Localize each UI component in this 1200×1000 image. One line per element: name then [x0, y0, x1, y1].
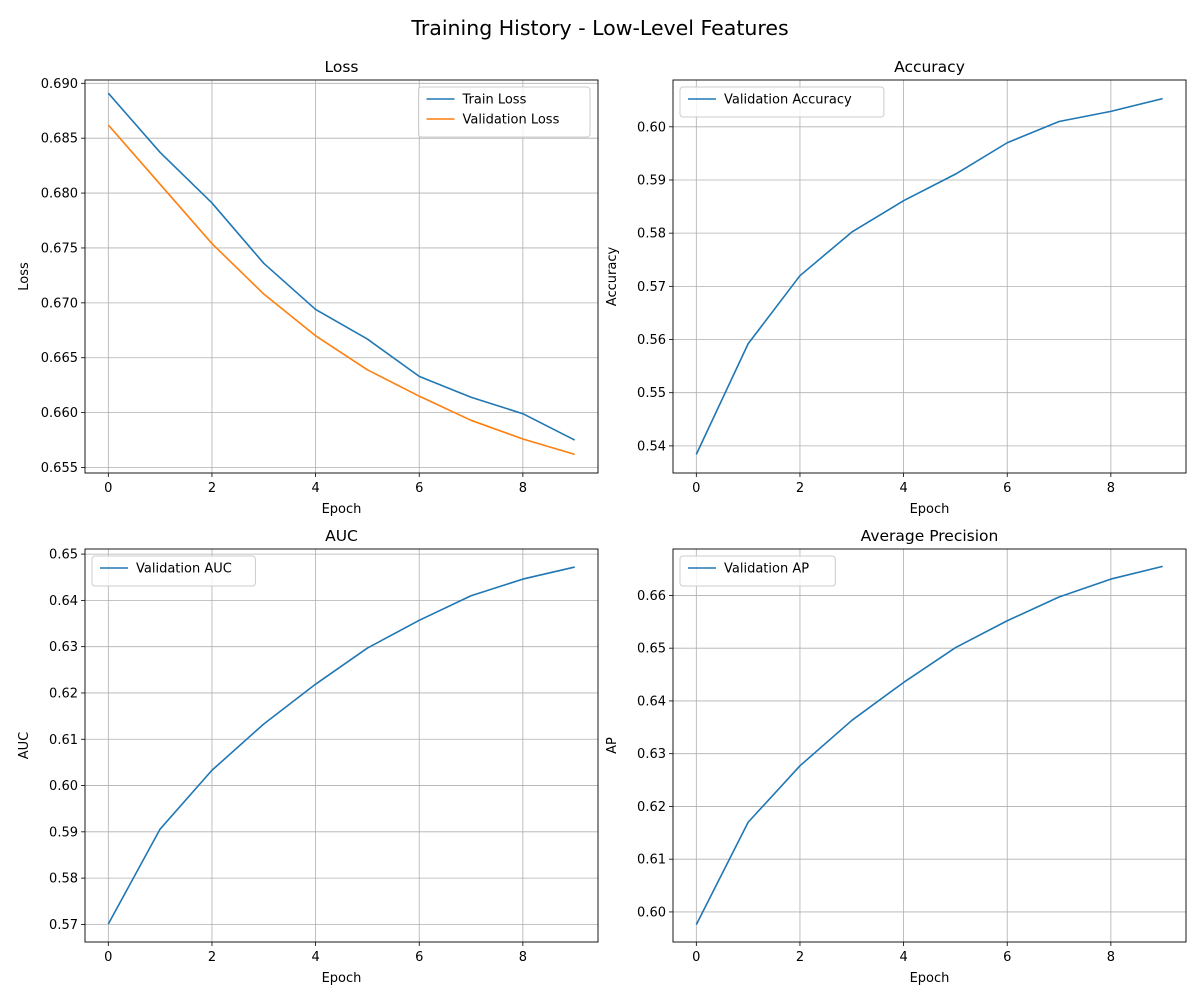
y-tick-label: 0.54 [637, 439, 666, 454]
chart-title: Accuracy [894, 58, 965, 76]
chart-title: Loss [325, 58, 359, 76]
y-tick-label: 0.65 [637, 642, 666, 657]
x-axis-label: Epoch [910, 502, 950, 517]
legend-label: Validation Accuracy [724, 93, 852, 108]
y-tick-label: 0.62 [49, 686, 78, 701]
x-tick-label: 8 [519, 950, 527, 965]
x-tick-label: 6 [415, 950, 423, 965]
series-line-0 [695, 565, 1163, 925]
x-axis-label: Epoch [910, 971, 950, 986]
y-tick-label: 0.670 [41, 296, 78, 311]
x-tick-label: 4 [311, 481, 319, 496]
y-tick-label: 0.60 [637, 905, 666, 920]
legend-box [91, 555, 256, 587]
y-tick-label: 0.60 [49, 779, 78, 794]
legend-box [679, 86, 885, 118]
y-tick-label: 0.63 [637, 747, 666, 762]
x-tick-label: 2 [208, 481, 216, 496]
x-axis-label: Epoch [322, 971, 362, 986]
x-tick-label: 0 [692, 950, 700, 965]
chart-title: Average Precision [861, 527, 999, 545]
y-tick-label: 0.55 [637, 386, 666, 401]
y-tick-label: 0.65 [49, 548, 78, 563]
y-tick-label: 0.62 [637, 800, 666, 815]
x-tick-label: 2 [796, 950, 804, 965]
x-tick-label: 8 [1107, 950, 1115, 965]
series-line-0 [107, 566, 575, 925]
series-line-0 [107, 92, 576, 441]
x-tick-label: 8 [519, 481, 527, 496]
y-tick-label: 0.685 [41, 132, 78, 147]
series-line-1 [107, 124, 575, 456]
y-tick-label: 0.680 [41, 187, 78, 202]
y-tick-label: 0.66 [637, 589, 666, 604]
axes-frame [84, 79, 599, 474]
y-tick-label: 0.59 [637, 173, 666, 188]
axes-frame [672, 548, 1187, 943]
y-tick-label: 0.58 [637, 227, 666, 242]
x-tick-label: 2 [208, 950, 216, 965]
axes-frame [84, 548, 599, 943]
x-tick-label: 4 [311, 950, 319, 965]
x-tick-label: 0 [104, 950, 112, 965]
y-tick-label: 0.57 [637, 280, 666, 295]
y-tick-label: 0.63 [49, 640, 78, 655]
x-tick-label: 6 [415, 481, 423, 496]
y-tick-label: 0.655 [41, 461, 78, 476]
y-tick-label: 0.675 [41, 241, 78, 256]
x-tick-label: 0 [692, 481, 700, 496]
y-tick-label: 0.61 [49, 733, 78, 748]
y-axis-label: Accuracy [605, 247, 620, 307]
legend-box [418, 86, 591, 138]
y-tick-label: 0.61 [637, 853, 666, 868]
x-axis-label: Epoch [322, 502, 362, 517]
series-line-0 [695, 97, 1163, 455]
y-tick-label: 0.56 [637, 333, 666, 348]
legend-label: Validation AP [724, 562, 809, 577]
y-tick-label: 0.58 [49, 872, 78, 887]
x-tick-label: 4 [899, 950, 907, 965]
chart-title: AUC [325, 527, 358, 545]
x-tick-label: 4 [899, 481, 907, 496]
x-tick-label: 8 [1107, 481, 1115, 496]
y-tick-label: 0.64 [637, 694, 666, 709]
x-tick-label: 2 [796, 481, 804, 496]
y-tick-label: 0.660 [41, 406, 78, 421]
y-axis-label: Loss [17, 262, 32, 291]
x-tick-label: 0 [104, 481, 112, 496]
y-tick-label: 0.60 [637, 120, 666, 135]
x-tick-label: 6 [1003, 950, 1011, 965]
y-tick-label: 0.59 [49, 825, 78, 840]
legend-label: Validation AUC [136, 562, 232, 577]
y-tick-label: 0.64 [49, 594, 78, 609]
x-tick-label: 6 [1003, 481, 1011, 496]
legend-box [679, 555, 836, 587]
legend-label: Validation Loss [463, 113, 560, 128]
legend-label: Train Loss [462, 93, 527, 108]
y-tick-label: 0.690 [41, 77, 78, 92]
y-tick-label: 0.57 [49, 918, 78, 933]
y-tick-label: 0.665 [41, 351, 78, 366]
axes-frame [672, 79, 1187, 474]
figure-title: Training History - Low-Level Features [411, 16, 789, 40]
y-axis-label: AP [605, 737, 620, 754]
y-axis-label: AUC [17, 732, 32, 760]
